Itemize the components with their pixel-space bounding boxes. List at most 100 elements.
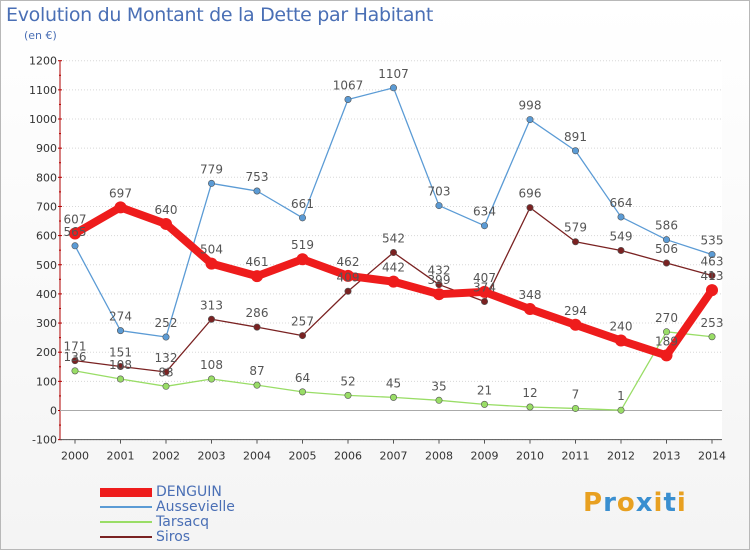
data-label: 21 xyxy=(477,383,492,397)
data-point xyxy=(526,204,534,212)
data-point xyxy=(208,375,216,383)
data-point xyxy=(389,393,397,401)
x-tick-label: 2012 xyxy=(607,450,635,463)
data-label: 504 xyxy=(200,243,223,257)
data-point xyxy=(660,349,673,362)
y-tick-label: 600 xyxy=(36,230,57,243)
y-tick-label: 100 xyxy=(36,375,57,388)
data-point xyxy=(342,269,354,282)
data-point xyxy=(71,242,79,250)
logo-letter: P xyxy=(583,488,604,518)
data-point xyxy=(117,375,125,383)
data-label: 413 xyxy=(701,269,724,283)
logo-letter: t xyxy=(663,488,677,518)
data-point xyxy=(344,95,352,103)
data-point xyxy=(162,382,170,390)
data-label: 45 xyxy=(386,376,401,390)
data-point xyxy=(478,285,491,298)
x-tick-label: 2011 xyxy=(562,450,590,463)
data-label: 399 xyxy=(428,273,451,287)
legend-swatch xyxy=(100,487,152,497)
data-point xyxy=(706,284,718,297)
data-label: 171 xyxy=(64,340,87,354)
data-point xyxy=(615,334,627,347)
legend-swatch xyxy=(100,536,152,538)
data-point xyxy=(433,288,445,301)
data-label: 252 xyxy=(155,316,178,330)
data-point xyxy=(571,238,579,246)
x-tick-label: 2002 xyxy=(152,450,180,463)
data-point xyxy=(160,217,172,230)
y-tick-label: 300 xyxy=(36,317,57,330)
legend-item: DENGUIN xyxy=(100,484,222,500)
y-tick-label: 800 xyxy=(36,171,57,184)
data-point xyxy=(524,303,536,316)
y-tick-label: 1000 xyxy=(29,113,57,126)
data-label: 374 xyxy=(473,280,496,294)
data-point xyxy=(571,147,579,155)
data-point xyxy=(298,214,306,222)
data-point xyxy=(71,357,79,365)
data-point xyxy=(480,222,488,230)
proxiti-logo: Proxiti xyxy=(583,488,687,518)
data-label: 294 xyxy=(564,304,587,318)
data-label: 579 xyxy=(564,221,587,235)
data-point xyxy=(435,396,443,404)
data-point xyxy=(662,236,670,244)
legend-label: Siros xyxy=(156,529,191,545)
data-label: 240 xyxy=(610,320,633,334)
x-tick-label: 2001 xyxy=(107,450,135,463)
data-point xyxy=(253,187,261,195)
data-point xyxy=(435,281,443,289)
x-tick-label: 2006 xyxy=(334,450,362,463)
legend-label: Tarsacq xyxy=(156,514,210,530)
data-point xyxy=(708,272,716,280)
data-label: 409 xyxy=(337,270,360,284)
data-point xyxy=(480,400,488,408)
data-label: 270 xyxy=(655,311,678,325)
data-point xyxy=(114,201,127,214)
data-label: 586 xyxy=(655,219,678,233)
logo-letter: r xyxy=(603,488,617,518)
data-label: 565 xyxy=(64,225,87,239)
chart-title: Evolution du Montant de la Dette par Hab… xyxy=(6,4,434,26)
data-label: 83 xyxy=(158,365,173,379)
data-label: 432 xyxy=(428,264,451,278)
data-point xyxy=(117,362,125,370)
data-label: 52 xyxy=(340,374,355,388)
x-tick-label: 2004 xyxy=(243,450,271,463)
legend-item: Tarsacq xyxy=(100,514,209,530)
data-point xyxy=(117,327,125,335)
data-point xyxy=(480,297,488,305)
logo-letter: i xyxy=(653,488,664,518)
data-point xyxy=(71,367,79,375)
data-label: 108 xyxy=(200,358,223,372)
x-tick-label: 2013 xyxy=(653,450,681,463)
legend-swatch xyxy=(100,521,152,523)
data-label: 313 xyxy=(200,298,223,312)
data-point xyxy=(208,179,216,187)
data-label: 253 xyxy=(701,316,724,330)
data-label: 407 xyxy=(473,271,496,285)
logo-letter: x xyxy=(635,488,654,518)
y-tick-label: 200 xyxy=(36,346,57,359)
data-label: 535 xyxy=(701,234,724,248)
chart-subtitle: (en €) xyxy=(24,29,57,42)
data-label: 136 xyxy=(64,350,87,364)
data-label: 703 xyxy=(428,185,451,199)
data-point xyxy=(526,403,534,411)
data-point xyxy=(708,251,716,259)
data-label: 697 xyxy=(109,186,132,200)
data-point xyxy=(617,213,625,221)
data-point xyxy=(662,259,670,267)
logo-letter: i xyxy=(676,488,687,518)
data-label: 12 xyxy=(522,386,537,400)
data-label: 891 xyxy=(564,130,587,144)
y-tick-label: 1100 xyxy=(29,84,57,97)
y-tick-label: 0 xyxy=(50,405,57,418)
data-point xyxy=(387,275,400,288)
x-tick-label: 2007 xyxy=(380,450,408,463)
data-point xyxy=(389,84,397,92)
legend-label: Aussevielle xyxy=(156,499,235,515)
